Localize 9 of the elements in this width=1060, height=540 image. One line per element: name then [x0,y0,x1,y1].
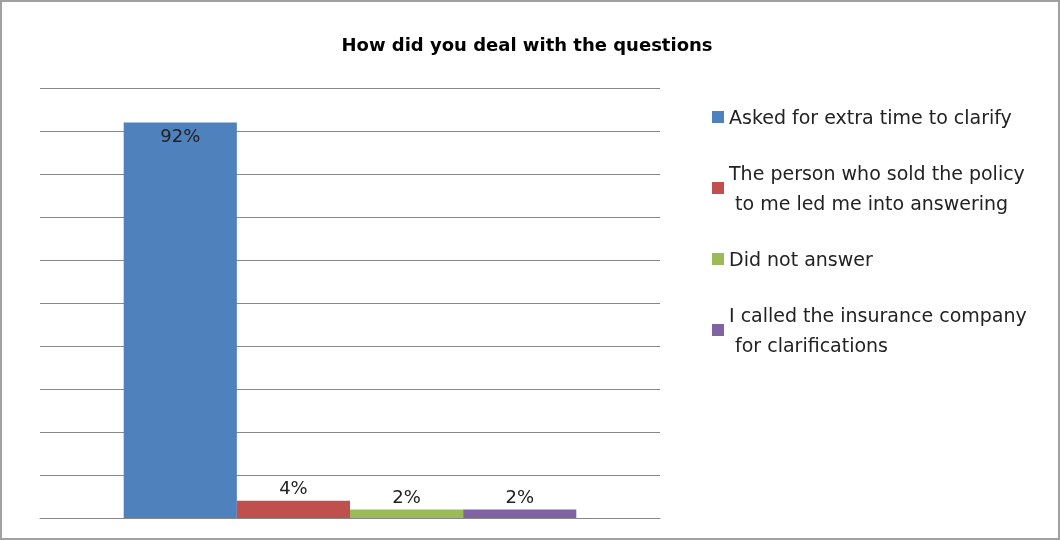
legend-label: Asked for extra time to clarify [729,106,1012,128]
legend-label: Did not answer [729,248,873,270]
legend-label: The person who sold the policy to me led me into answering [728,162,1025,214]
legend-label: I called the insurance company for clarifications [729,304,1027,356]
data-label: 2% [392,485,421,507]
data-label: 92% [160,124,201,146]
data-label: 2% [505,485,535,507]
data-label: 4% [279,477,308,499]
chart-title: How did you deal with the questions [341,33,713,55]
